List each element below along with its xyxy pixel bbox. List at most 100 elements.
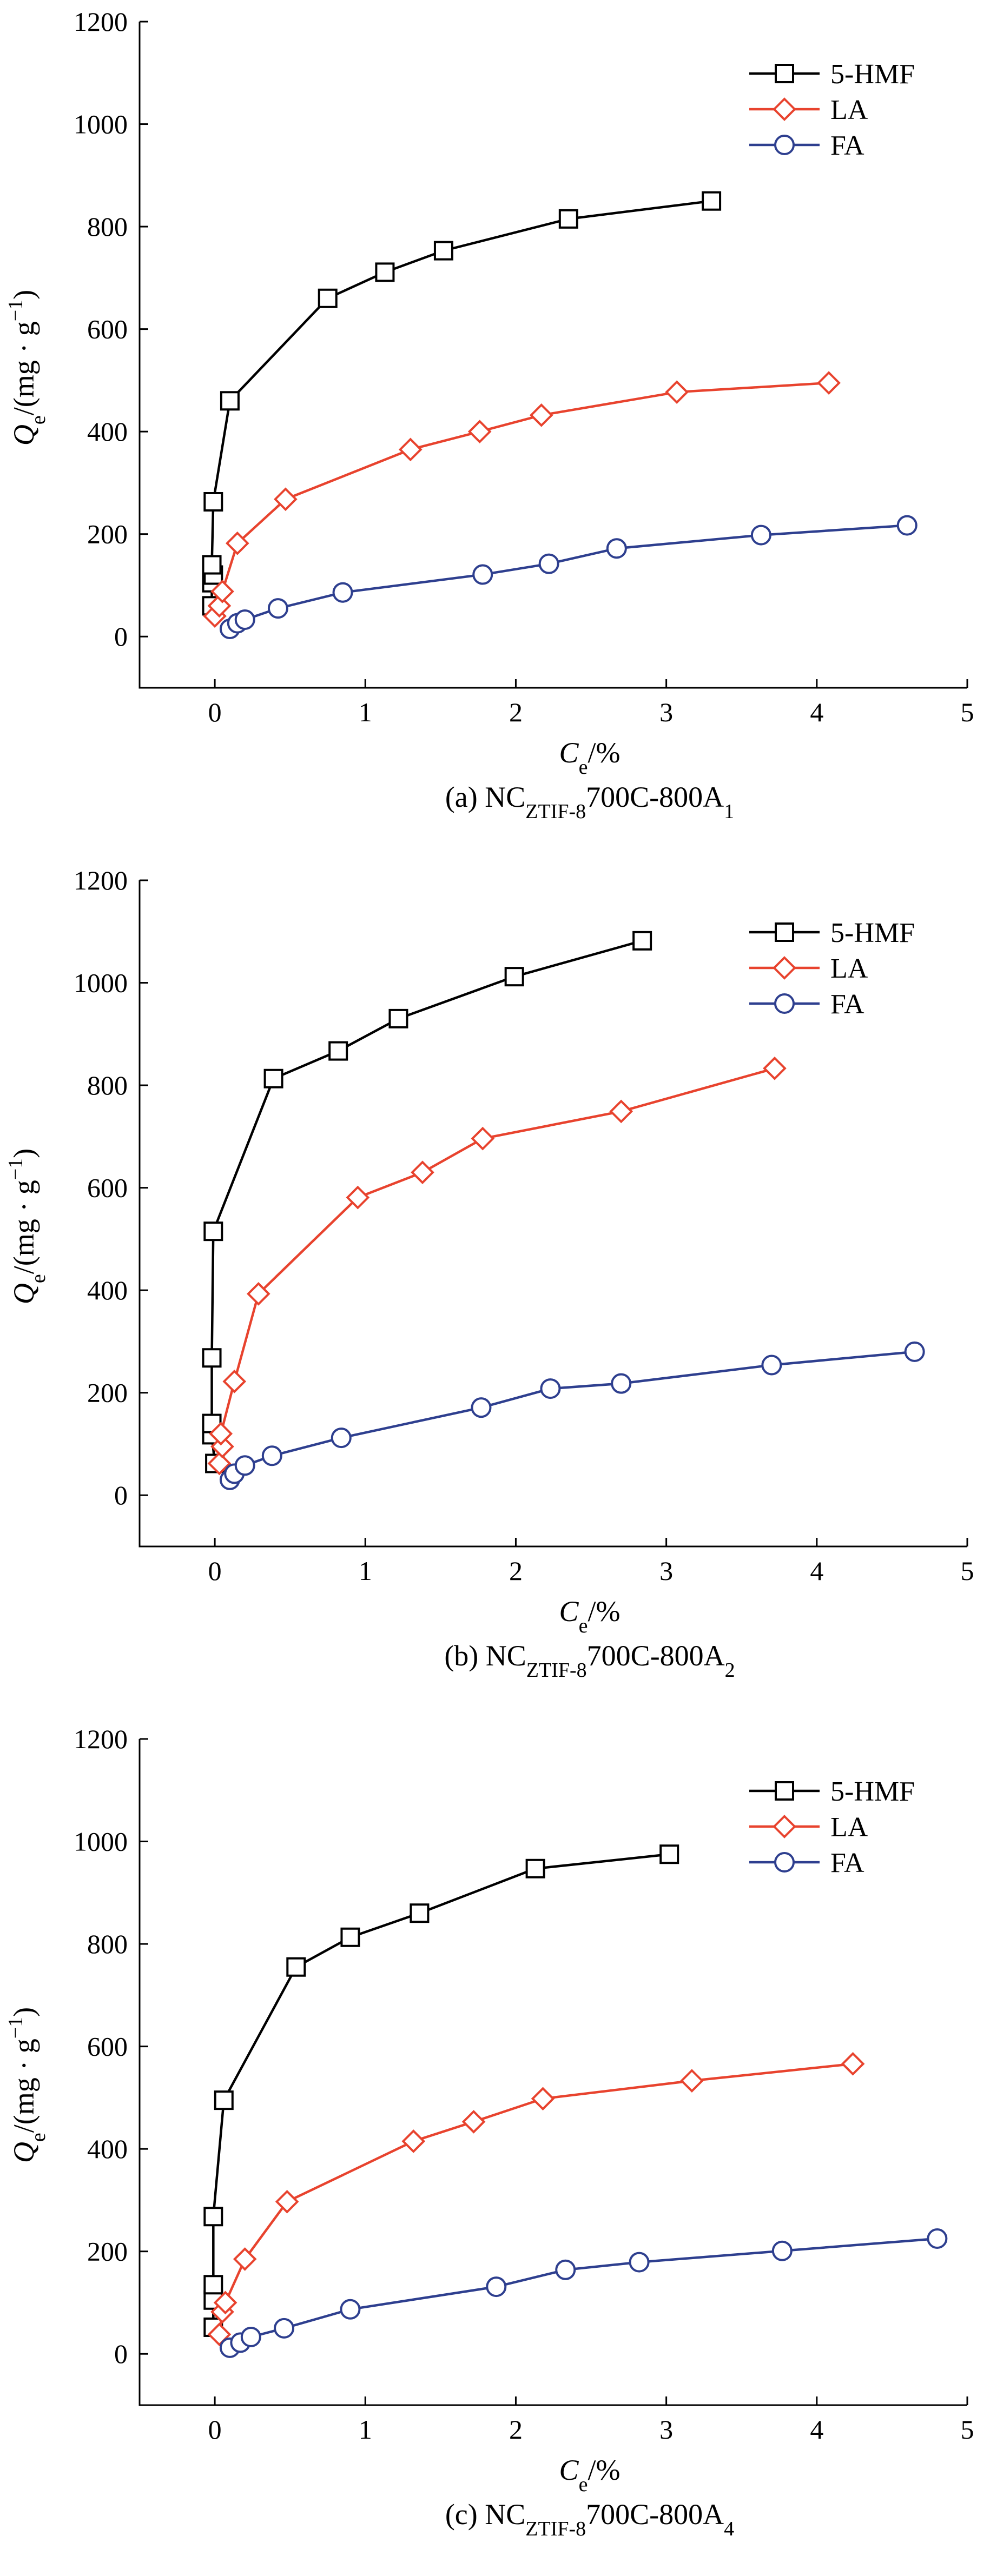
data-point-5-hmf-c: [525, 1858, 545, 1878]
legend-marker-la-c: [773, 1815, 796, 1838]
y-tick-label-b: 800: [87, 1070, 128, 1100]
data-point-5-hmf-a: [433, 241, 453, 261]
legend-label-fa-a: FA: [830, 130, 864, 161]
x-tick-label-b: 4: [810, 1556, 823, 1586]
y-tick-label-c: 400: [87, 2134, 128, 2164]
data-point-5-hmf-b: [632, 931, 652, 951]
axes-frame-b: [138, 880, 967, 1548]
data-point-fa-b: [761, 1355, 782, 1376]
data-point-5-hmf-c: [203, 2275, 223, 2295]
data-point-5-hmf-b: [328, 1041, 348, 1061]
data-point-la-c: [213, 2290, 237, 2315]
x-tick-label-c: 0: [208, 2414, 222, 2445]
data-point-5-hmf-a: [220, 391, 240, 411]
data-point-la-b: [207, 1451, 232, 1476]
data-point-fa-c: [274, 2318, 295, 2339]
legend-marker-la-a: [773, 97, 796, 121]
y-tick-label-c: 1000: [74, 1827, 128, 1857]
data-point-fa-b: [540, 1378, 561, 1399]
chart-panel-b: 0 200 400 600 800 1000 1200 0 1 2 3 4 5 5-HMF LA FA Qe/…: [0, 859, 990, 1717]
y-tick-label-a: 400: [87, 416, 128, 447]
data-point-5-hmf-a: [558, 209, 578, 229]
series-line-fa-a: [229, 524, 907, 630]
plot-area-a: 0 200 400 600 800 1000 1200 0 1 2 3 4 5 5-HMF LA FA: [74, 6, 974, 727]
data-point-la-b: [609, 1099, 633, 1124]
legend-marker-fa-b: [774, 993, 795, 1014]
data-point-fa-c: [771, 2240, 793, 2261]
legend-marker-5-hmf-a: [775, 64, 794, 83]
x-tick-label-a: 4: [810, 697, 823, 727]
y-tick-label-c: 1200: [74, 1724, 128, 1754]
x-axis-label-c: Ce/%: [559, 2454, 621, 2496]
y-tick-label-a: 1200: [74, 6, 128, 37]
data-point-5-hmf-c: [340, 1927, 360, 1947]
x-tick-label-a: 1: [359, 697, 372, 727]
data-point-5-hmf-b: [263, 1068, 283, 1088]
y-axis-label-c: Qe/(mg · g−1): [4, 2007, 50, 2163]
y-tick-label-c: 800: [87, 1929, 128, 1959]
caption-c: (c) NCZTIF-8700C-800A4: [445, 2498, 734, 2540]
chart-svg-b: 0 200 400 600 800 1000 1200 0 1 2 3 4 5 5-HMF LA FA Qe/…: [4, 865, 974, 1682]
data-point-la-b: [209, 1422, 233, 1446]
legend-label-fa-c: FA: [830, 1848, 864, 1878]
data-point-5-hmf-c: [286, 1957, 306, 1977]
y-tick-label-c: 200: [87, 2236, 128, 2267]
data-point-5-hmf-b: [504, 967, 524, 987]
data-point-la-c: [401, 2129, 426, 2153]
data-point-la-c: [841, 2052, 865, 2076]
x-tick-label-b: 0: [208, 1556, 222, 1586]
data-point-fa-a: [896, 515, 918, 536]
chart-svg-c: 0 200 400 600 800 1000 1200 0 1 2 3 4 5 5-HMF LA FA Qe/…: [4, 1724, 974, 2540]
data-point-la-b: [471, 1126, 495, 1151]
series-line-la-a: [214, 381, 829, 617]
data-point-fa-a: [750, 525, 771, 546]
data-point-5-hmf-a: [202, 555, 222, 575]
data-point-la-b: [222, 1370, 247, 1393]
legend-label-la-c: LA: [830, 1812, 868, 1843]
data-point-fa-c: [629, 2252, 650, 2273]
series-line-fa-c: [229, 2237, 938, 2349]
x-tick-label-c: 1: [359, 2414, 372, 2445]
x-tick-label-c: 3: [659, 2414, 673, 2445]
data-point-fa-c: [340, 2299, 361, 2320]
data-point-la-a: [665, 380, 689, 404]
series-line-5-hmf-a: [210, 200, 712, 606]
data-point-la-c: [461, 2110, 486, 2134]
y-tick-label-b: 600: [87, 1173, 128, 1203]
legend-marker-la-b: [773, 956, 796, 980]
data-point-la-a: [817, 371, 841, 395]
data-point-fa-c: [927, 2228, 948, 2249]
data-point-5-hmf-c: [203, 2207, 223, 2227]
data-point-fa-a: [234, 609, 255, 630]
legend-label-5-hmf-a: 5-HMF: [830, 59, 915, 90]
x-tick-label-c: 2: [509, 2414, 523, 2445]
caption-b: (b) NCZTIF-8700C-800A2: [444, 1639, 735, 1682]
chart-panel-a: 0 200 400 600 800 1000 1200 0 1 2 3 4 5 5-HMF LA FA Qe/…: [0, 0, 990, 859]
data-point-fa-b: [904, 1341, 925, 1362]
data-point-fa-b: [331, 1428, 352, 1449]
data-point-fa-a: [606, 538, 627, 559]
data-point-fa-b: [261, 1445, 282, 1466]
y-tick-label-b: 400: [87, 1275, 128, 1305]
data-point-la-c: [531, 2087, 555, 2111]
x-tick-label-a: 3: [659, 697, 673, 727]
series-line-fa-b: [229, 1350, 915, 1481]
series-line-5-hmf-b: [210, 939, 643, 1464]
x-tick-label-a: 5: [961, 697, 974, 727]
data-point-fa-c: [240, 2326, 261, 2347]
data-point-5-hmf-a: [318, 288, 338, 308]
legend-marker-fa-c: [774, 1852, 795, 1873]
plot-area-b: 0 200 400 600 800 1000 1200 0 1 2 3 4 5 5-HMF LA FA: [74, 865, 974, 1586]
data-point-la-a: [274, 487, 298, 512]
legend-marker-5-hmf-c: [775, 1781, 794, 1801]
data-point-la-a: [467, 420, 492, 443]
data-point-5-hmf-c: [659, 1844, 679, 1864]
data-point-la-b: [763, 1056, 787, 1080]
data-point-fa-a: [472, 564, 493, 585]
x-tick-label-b: 1: [359, 1556, 372, 1586]
data-point-la-a: [225, 531, 249, 555]
y-axis-label-a: Qe/(mg · g−1): [4, 290, 50, 446]
data-point-la-c: [275, 2189, 299, 2214]
x-tick-label-c: 4: [810, 2414, 823, 2445]
legend-label-5-hmf-b: 5-HMF: [830, 918, 915, 948]
